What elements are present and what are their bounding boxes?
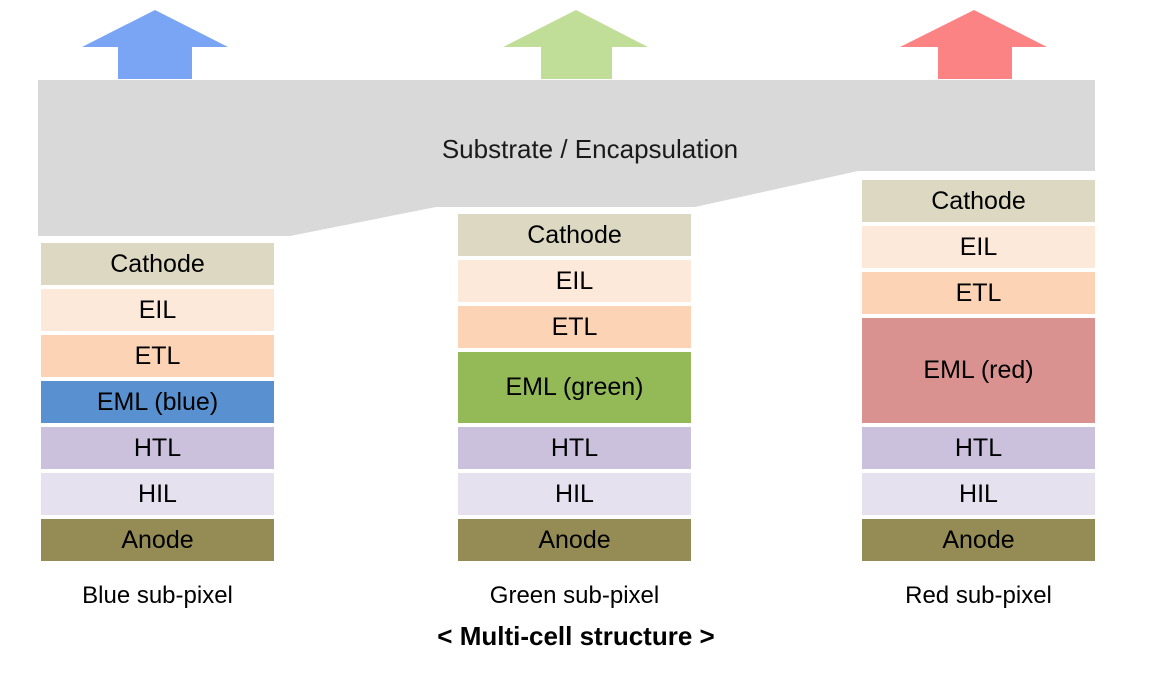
green-subpixel-label: Green sub-pixel [489,582,660,609]
blue-subpixel-label: Blue sub-pixel [82,582,233,609]
green-subpixel-stack: Cathode EIL ETL EML (green) HTL HIL Anod… [458,214,691,561]
layer-etl: ETL [458,306,691,348]
layer-eil: EIL [458,260,691,302]
up-arrow-red-icon [900,10,1047,79]
layer-htl: HTL [862,427,1095,469]
layer-anode: Anode [862,519,1095,561]
layer-hil: HIL [862,473,1095,515]
layer-eml-blue: EML (blue) [41,381,274,423]
red-subpixel-stack: Cathode EIL ETL EML (red) HTL HIL Anode [862,180,1095,561]
layer-hil: HIL [41,473,274,515]
up-arrow-blue-icon [82,10,228,79]
layer-anode: Anode [41,519,274,561]
layer-cathode: Cathode [862,180,1095,222]
layer-htl: HTL [458,427,691,469]
layer-etl: ETL [862,272,1095,314]
substrate-shape [38,80,1095,236]
layer-eml-green: EML (green) [458,352,691,423]
layer-etl: ETL [41,335,274,377]
layer-eil: EIL [41,289,274,331]
layer-eil: EIL [862,226,1095,268]
substrate-label: Substrate / Encapsulation [441,134,739,164]
diagram-caption: < Multi-cell structure > [437,621,715,651]
up-arrow-green-icon [503,10,648,79]
layer-cathode: Cathode [41,243,274,285]
layer-anode: Anode [458,519,691,561]
red-subpixel-label: Red sub-pixel [905,582,1052,609]
blue-subpixel-stack: Cathode EIL ETL EML (blue) HTL HIL Anode [41,243,274,561]
layer-eml-red: EML (red) [862,318,1095,423]
layer-cathode: Cathode [458,214,691,256]
layer-htl: HTL [41,427,274,469]
layer-hil: HIL [458,473,691,515]
